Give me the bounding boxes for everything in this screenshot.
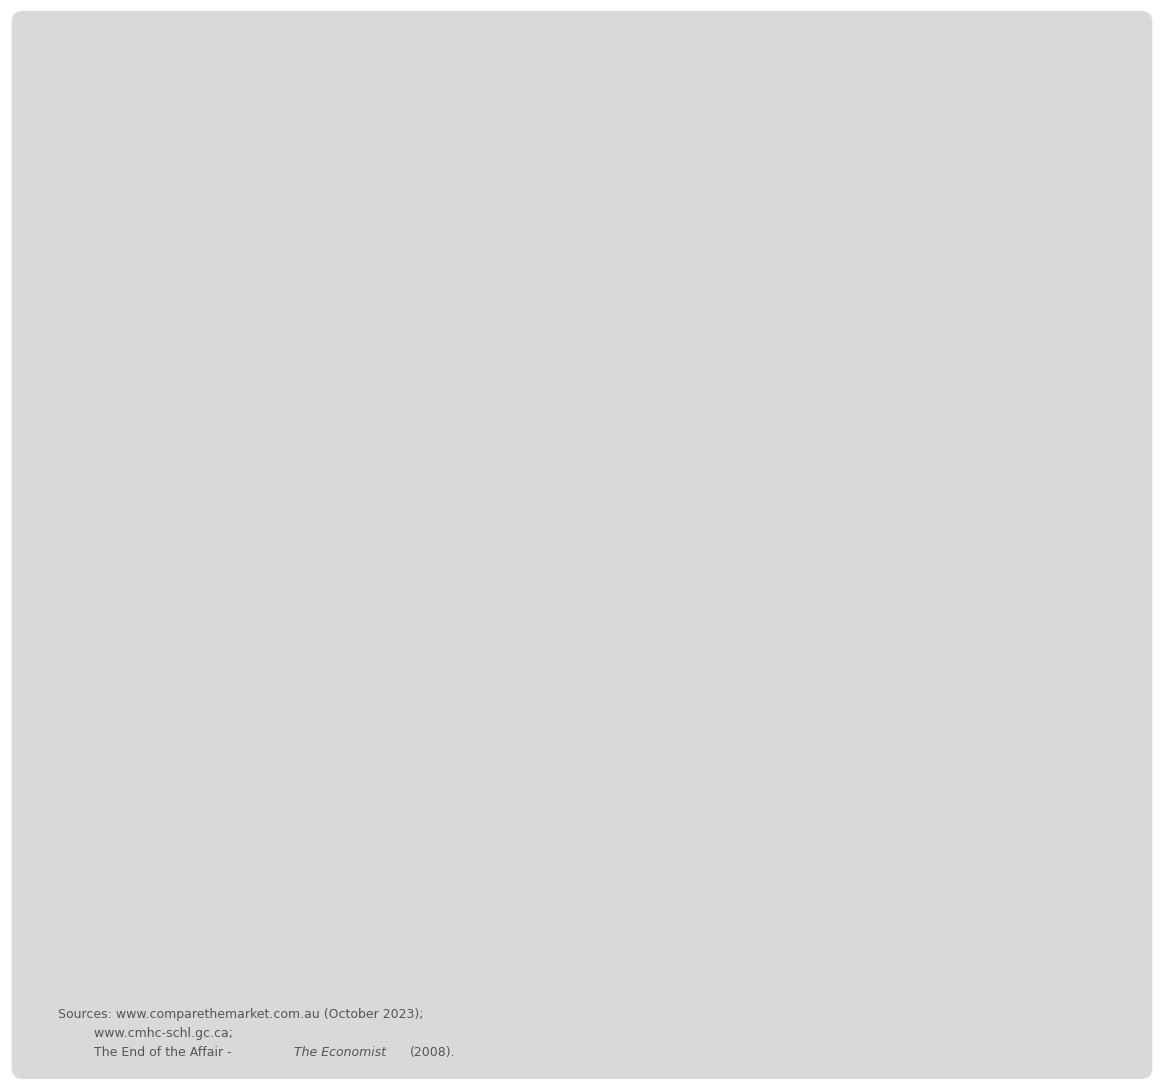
Text: 252: 252	[127, 267, 151, 280]
Bar	[1050, 602, 1085, 843]
Text: 206: 206	[360, 375, 383, 388]
Text: 121: 121	[871, 576, 894, 589]
Bar	[307, 344, 342, 843]
Text: 155: 155	[545, 496, 569, 509]
Text: 139: 139	[638, 533, 661, 546]
Text: 111: 111	[963, 600, 987, 613]
Bar	[585, 493, 620, 843]
Text: 127: 127	[731, 561, 754, 574]
Text: 102: 102	[1009, 620, 1034, 633]
Text: 127: 127	[684, 561, 708, 574]
Bar	[354, 356, 389, 843]
Bar	[725, 543, 760, 843]
Bar	[1096, 602, 1131, 843]
Text: 120: 120	[916, 578, 941, 591]
Text: 211: 211	[313, 363, 336, 376]
Bar	[261, 318, 296, 843]
Bar	[772, 545, 807, 843]
Bar	[121, 247, 156, 843]
Bar	[400, 366, 435, 843]
Text: The Economist: The Economist	[294, 1046, 386, 1059]
Bar	[494, 405, 528, 843]
Bar	[865, 557, 900, 843]
Text: (2008).: (2008).	[410, 1046, 455, 1059]
Bar	[539, 476, 574, 843]
Text: 122: 122	[824, 573, 847, 586]
Text: Sources: www.comparethemarket.com.au (October 2023);
         www.cmhc-schl.gc.c: Sources: www.comparethemarket.com.au (Oc…	[58, 1008, 424, 1059]
Text: 126: 126	[778, 564, 801, 577]
Text: 148: 148	[591, 512, 616, 525]
Text: 193: 193	[453, 405, 476, 419]
Text: 102: 102	[1056, 620, 1079, 633]
Text: 227: 227	[220, 326, 243, 339]
Text: 102: 102	[1102, 620, 1126, 633]
Text: 202: 202	[406, 385, 430, 398]
Y-axis label: Household Debt-to-Disposable Income (%): Household Debt-to-Disposable Income (%)	[50, 324, 64, 618]
Title: Household Debt as a Percentage of
Annual Disposable Income (2023): Household Debt as a Percentage of Annual…	[468, 48, 786, 86]
Bar	[958, 581, 992, 843]
Bar	[679, 543, 714, 843]
Text: 222: 222	[267, 338, 290, 351]
Bar	[632, 514, 667, 843]
Bar	[447, 387, 482, 843]
Bar	[818, 555, 853, 843]
Text: 185: 185	[498, 425, 523, 438]
Bar	[911, 559, 946, 843]
Text: 247: 247	[173, 278, 197, 291]
Bar	[1003, 602, 1038, 843]
Bar	[214, 306, 249, 843]
Bar	[168, 259, 203, 843]
